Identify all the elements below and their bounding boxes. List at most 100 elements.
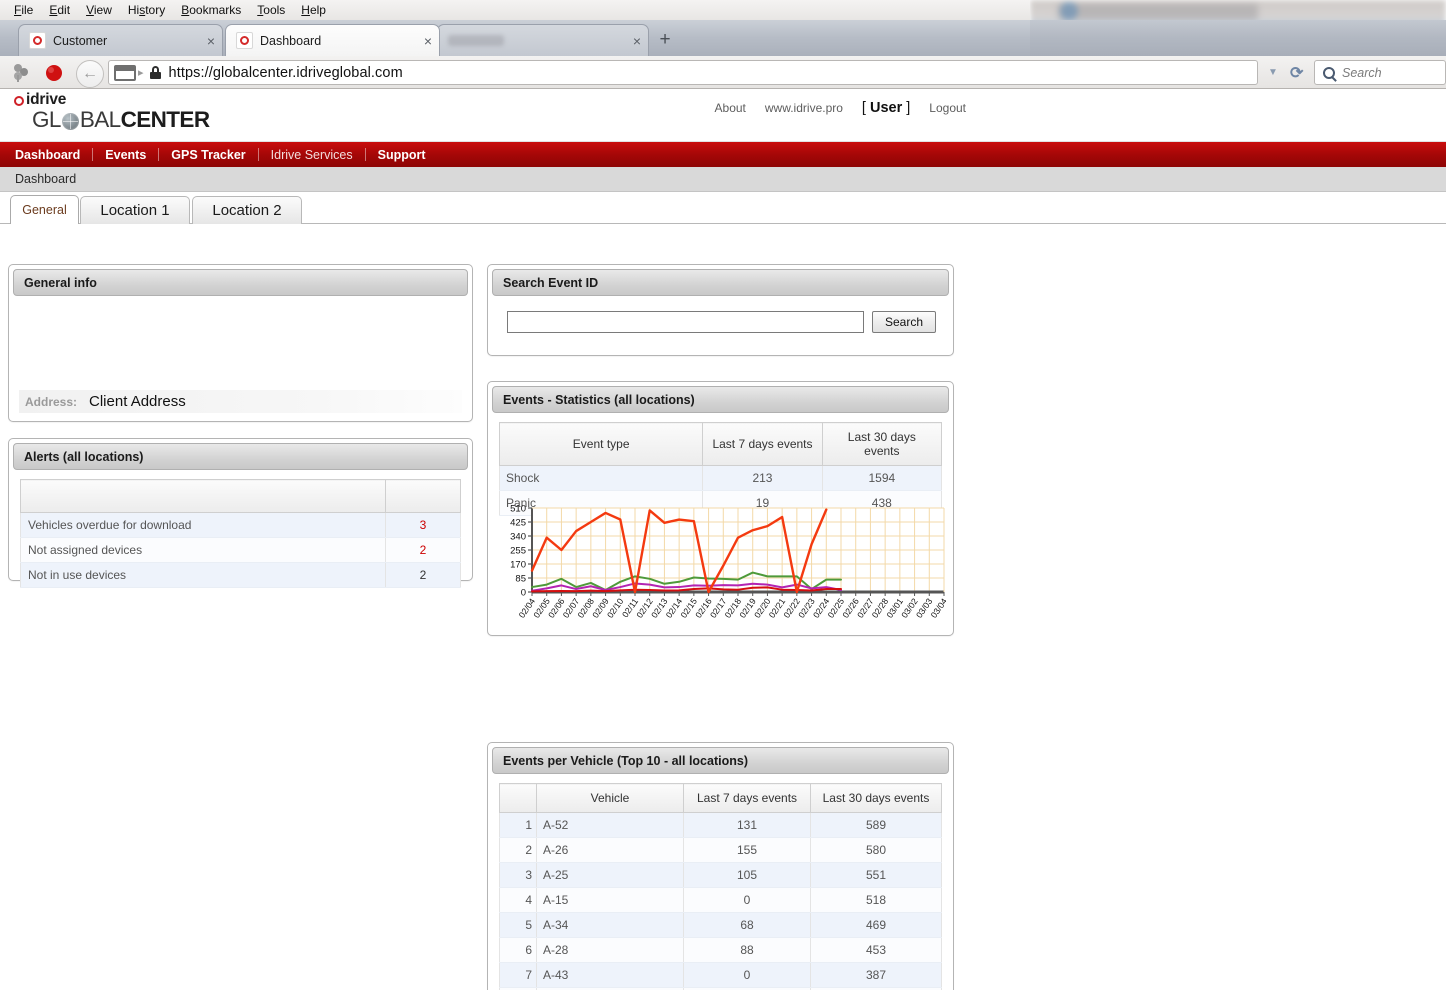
- chart-series-series-3: [531, 582, 842, 592]
- shock-last-30: 1594: [821, 465, 943, 491]
- site-logo[interactable]: idrive GL BAL CENTER: [14, 91, 210, 133]
- new-tab-button[interactable]: +: [659, 29, 671, 50]
- chart-series-shock: [530, 508, 828, 594]
- table-row[interactable]: Not in use devices 2: [20, 562, 461, 588]
- tab-title: Customer: [53, 33, 108, 48]
- extension-icon[interactable]: [10, 63, 32, 83]
- panel-search-event-id: Search Event ID Search: [487, 264, 954, 356]
- tab-location-1[interactable]: Location 1: [80, 196, 190, 224]
- tab-favicon-icon: [236, 32, 253, 49]
- nav-gps-tracker[interactable]: GPS Tracker: [171, 147, 246, 162]
- breadcrumb-current: Dashboard: [15, 172, 77, 186]
- nav-idrive-services[interactable]: Idrive Services: [270, 147, 353, 162]
- column-index: [499, 783, 537, 813]
- row-index: 3: [499, 862, 537, 888]
- page-tab-bar: General Location 1 Location 2: [0, 192, 1446, 224]
- svg-text:170: 170: [510, 559, 526, 570]
- table-row[interactable]: Shock 213 1594: [498, 465, 943, 491]
- topnav-website[interactable]: www.idrive.pro: [764, 101, 843, 115]
- vehicle-last-7: 0: [683, 887, 811, 913]
- alert-count: 2: [385, 537, 461, 563]
- reload-icon[interactable]: ⟳: [1290, 65, 1304, 82]
- alerts-header-label: [20, 479, 386, 513]
- tab-favicon-icon: [29, 32, 46, 49]
- url-text: https://globalcenter.idriveglobal.com: [168, 64, 403, 81]
- address-row: Address: Client Address: [19, 390, 462, 413]
- table-row[interactable]: 7 A-43 0 387: [499, 962, 942, 988]
- table-row[interactable]: Not assigned devices 2: [20, 537, 461, 563]
- tab-general[interactable]: General: [10, 195, 79, 224]
- nav-support[interactable]: Support: [377, 147, 426, 162]
- menu-tools[interactable]: Tools: [257, 3, 286, 17]
- table-header-row: [20, 479, 461, 513]
- table-row[interactable]: 8A-1973382: [499, 987, 942, 990]
- vehicle-last-30: 518: [810, 887, 942, 913]
- table-row[interactable]: 1 A-52 131 589: [499, 812, 942, 838]
- nav-dashboard[interactable]: Dashboard: [15, 147, 81, 162]
- panel-title-general-info: General info: [13, 269, 468, 296]
- vehicle-last-30: 453: [810, 937, 942, 963]
- address-dropdown-icon[interactable]: ▼: [1268, 67, 1278, 78]
- vehicle-last-7: 155: [683, 837, 811, 863]
- browser-tab-customer[interactable]: Customer ×: [18, 24, 223, 56]
- top-navigation: About www.idrive.pro [ User ] Logout: [715, 100, 966, 116]
- menu-edit[interactable]: Edit: [49, 3, 71, 17]
- table-row[interactable]: 4 A-15 0 518: [499, 887, 942, 913]
- tab-location-2[interactable]: Location 2: [192, 196, 302, 224]
- menu-bookmarks[interactable]: Bookmarks: [181, 3, 242, 17]
- table-row[interactable]: Vehicles overdue for download 3: [20, 512, 461, 538]
- vehicle-last-7: 68: [683, 912, 811, 938]
- topnav-logout[interactable]: Logout: [929, 101, 966, 115]
- table-row[interactable]: 2 A-26 155 580: [499, 837, 942, 863]
- search-event-id-button[interactable]: Search: [872, 311, 936, 333]
- browser-tab-dashboard[interactable]: Dashboard ×: [225, 24, 440, 56]
- column-event-type: Event type: [498, 422, 704, 466]
- vehicle-last-30: 387: [810, 962, 942, 988]
- table-row[interactable]: 6 A-28 88 453: [499, 937, 942, 963]
- browser-tab-redacted[interactable]: ×: [437, 24, 649, 56]
- svg-text:425: 425: [510, 517, 526, 528]
- menu-view[interactable]: View: [86, 3, 112, 17]
- shock-last-7: 213: [702, 465, 823, 491]
- browser-search-box[interactable]: Search: [1314, 60, 1446, 85]
- search-event-id-input[interactable]: [507, 311, 864, 333]
- menu-history[interactable]: History: [127, 3, 166, 17]
- back-button[interactable]: ←: [76, 60, 104, 88]
- logo-line-globalcenter: GL BAL CENTER: [32, 107, 210, 132]
- record-dot-icon[interactable]: [44, 63, 64, 83]
- vehicle-name: A-52: [536, 812, 684, 838]
- menu-file[interactable]: File: [14, 3, 34, 17]
- vehicle-name: A-15: [536, 887, 684, 913]
- nav-events[interactable]: Events: [105, 147, 147, 162]
- row-index: 1: [499, 812, 537, 838]
- address-bar[interactable]: ▸ https://globalcenter.idriveglobal.com: [108, 60, 1258, 85]
- topnav-about[interactable]: About: [714, 101, 746, 115]
- panel-title-events-per-vehicle: Events per Vehicle (Top 10 - all locatio…: [492, 747, 949, 774]
- table-header-row: Event type Last 7 days events Last 30 da…: [498, 422, 943, 466]
- svg-text:255: 255: [510, 545, 526, 556]
- logo-ring-icon: [14, 96, 24, 106]
- alert-count: 3: [385, 512, 461, 538]
- column-vehicle: Vehicle: [536, 783, 684, 813]
- vehicle-last-7: 0: [683, 962, 811, 988]
- site-identity-icon[interactable]: [114, 64, 136, 81]
- row-index: 5: [499, 912, 537, 938]
- table-row[interactable]: 5 A-34 68 469: [499, 912, 942, 938]
- browser-menu-bar: File Edit View History Bookmarks Tools H…: [0, 0, 1030, 20]
- alerts-header-count: [385, 479, 461, 513]
- tab-close-icon[interactable]: ×: [632, 32, 642, 49]
- vehicle-name: A-26: [536, 837, 684, 863]
- tab-close-icon[interactable]: ×: [423, 32, 433, 49]
- panel-title-alerts: Alerts (all locations): [13, 443, 468, 470]
- vehicle-name: A-34: [536, 912, 684, 938]
- panel-events-statistics: Events - Statistics (all locations) Even…: [487, 381, 954, 636]
- globe-icon: [61, 112, 79, 130]
- table-row[interactable]: 3 A-25 105 551: [499, 862, 942, 888]
- panel-general-info: General info Address: Client Address: [8, 264, 473, 422]
- menu-help[interactable]: Help: [301, 3, 326, 17]
- background-window-icon: [1060, 2, 1078, 20]
- breadcrumb: Dashboard: [0, 167, 1446, 192]
- alerts-table: Vehicles overdue for download 3 Not assi…: [20, 479, 461, 588]
- tab-close-icon[interactable]: ×: [206, 32, 216, 49]
